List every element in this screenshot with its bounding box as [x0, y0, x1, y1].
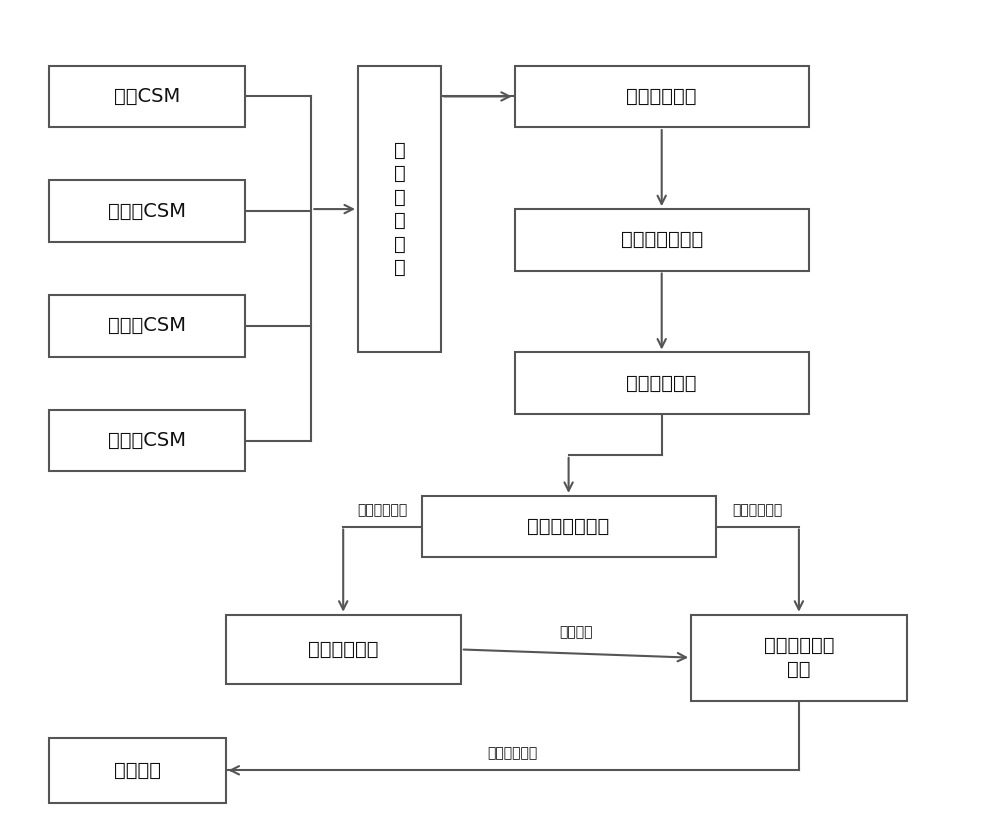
Bar	[515, 353, 809, 414]
Bar	[49, 181, 245, 242]
Text: 数
据
归
集
组
件: 数 据 归 集 组 件	[394, 140, 405, 278]
Text: 车站CSM: 车站CSM	[114, 87, 180, 106]
Bar	[49, 737, 226, 803]
Text: 铁路局CSM: 铁路局CSM	[108, 316, 186, 335]
Bar	[515, 66, 809, 127]
Text: 历史监测数据: 历史监测数据	[357, 502, 408, 517]
Text: 数据向量化组件: 数据向量化组件	[527, 517, 610, 536]
Bar	[358, 66, 441, 353]
Text: 电务段CSM: 电务段CSM	[108, 201, 186, 221]
Bar	[226, 614, 461, 684]
Text: 铁道部CSM: 铁道部CSM	[108, 431, 186, 450]
Bar	[49, 410, 245, 472]
Text: 运维人员: 运维人员	[114, 761, 161, 780]
Bar	[422, 496, 716, 558]
Text: 数据分析结果: 数据分析结果	[487, 747, 537, 761]
Bar	[49, 295, 245, 357]
Text: 实时监测数据: 实时监测数据	[732, 502, 782, 517]
Text: 数据预处理组件: 数据预处理组件	[621, 230, 703, 249]
Text: 模型训练组件: 模型训练组件	[308, 640, 378, 659]
Bar	[691, 614, 907, 701]
Text: 实时数据分析
组件: 实时数据分析 组件	[764, 636, 834, 679]
Text: 数据存储组件: 数据存储组件	[626, 87, 697, 106]
Bar	[515, 209, 809, 271]
Text: 分类模型: 分类模型	[559, 625, 593, 640]
Text: 特征选择组件: 特征选择组件	[626, 374, 697, 393]
Bar	[49, 66, 245, 127]
